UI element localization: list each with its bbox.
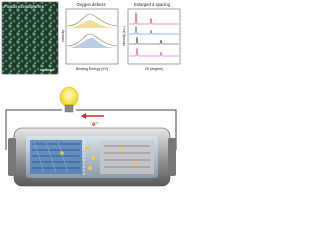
xrd-panel: Enlarged d spacing 2θ (degree) Intensity…: [122, 2, 181, 71]
sem-panel: Porous microspheres: [1, 1, 59, 75]
y-axis-label: Intensity: [61, 30, 65, 42]
panel-title: Porous microspheres: [4, 4, 44, 9]
y-axis-label: Intensity (a.u.): [122, 26, 126, 46]
x-axis-label: Binding Energy (eV): [76, 67, 108, 71]
graphical-abstract: Porous microspheres Oxygen defects Bindi…: [1, 1, 181, 187]
battery: [8, 127, 176, 187]
circuit: e⁻: [5, 86, 177, 150]
panel-title: Oxygen defects: [76, 2, 105, 7]
electron-label: e⁻: [92, 122, 99, 128]
panel-title: Enlarged d spacing: [134, 2, 171, 7]
xps-panel: Oxygen defects Binding Energy (eV) Inten…: [61, 2, 119, 71]
x-axis-label: 2θ (degree): [145, 67, 164, 71]
light-bulb: [59, 86, 79, 108]
